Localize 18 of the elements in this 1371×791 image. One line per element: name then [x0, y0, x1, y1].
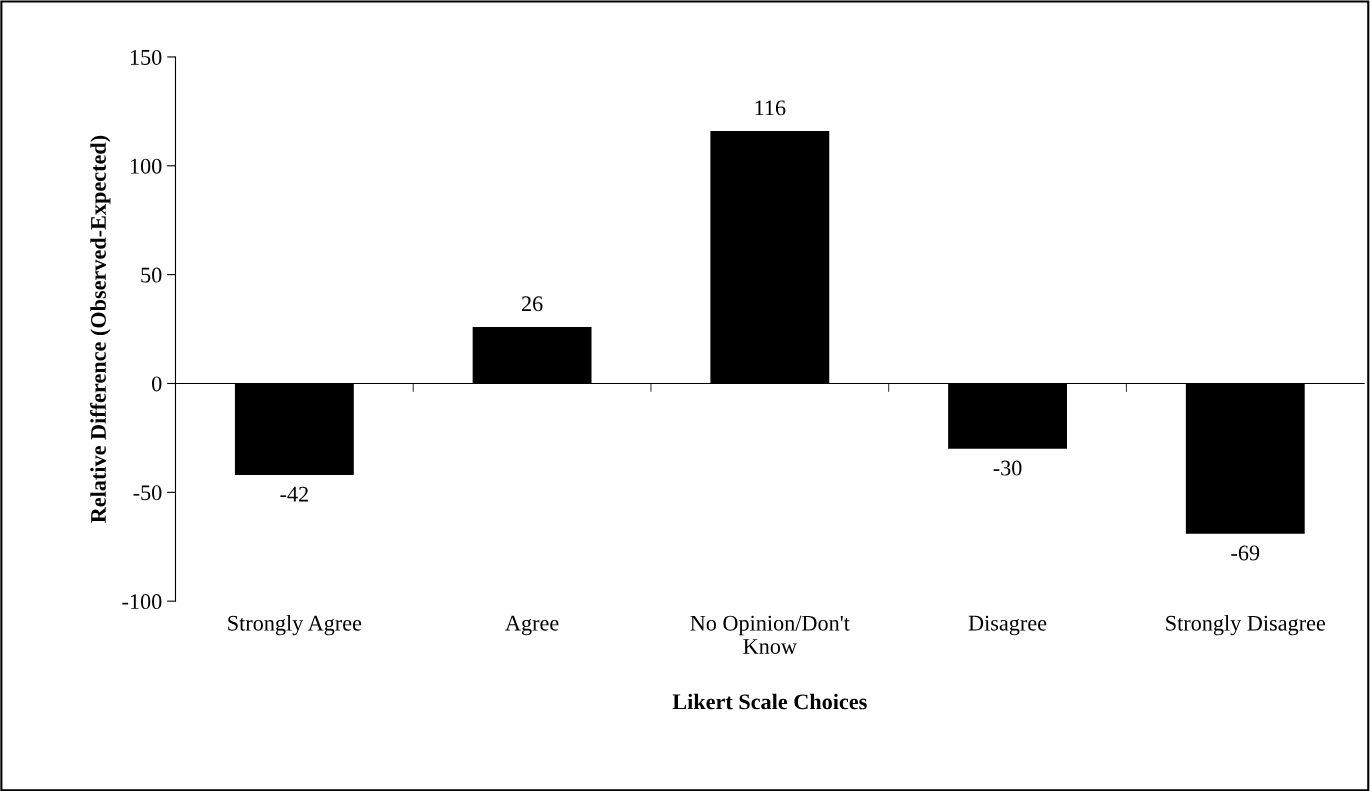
- data-label: -42: [280, 486, 308, 502]
- y-tick-label: 150: [130, 49, 162, 65]
- x-tick-label: Strongly Agree: [228, 615, 362, 636]
- data-label: -69: [1231, 545, 1260, 561]
- y-tick-label: 0: [152, 376, 162, 392]
- y-axis-title: Relative Difference (Observed-Expected): [90, 135, 111, 523]
- data-label: 116: [755, 100, 786, 116]
- x-axis-title: Likert Scale Choices: [672, 693, 867, 710]
- y-tick-label: -50: [133, 485, 162, 501]
- y-tick-label: 100: [130, 158, 162, 174]
- x-tick-label: Agree: [505, 615, 559, 636]
- x-tick-label: No Opinion/Don't Know: [690, 615, 850, 654]
- data-label: -30: [993, 460, 1022, 476]
- x-tick-label: Strongly Disagree: [1166, 615, 1326, 636]
- data-label: 26: [521, 296, 543, 312]
- y-tick-label: 50: [141, 267, 162, 283]
- y-tick-label: -100: [122, 594, 162, 610]
- x-tick-label: Disagree: [968, 615, 1047, 636]
